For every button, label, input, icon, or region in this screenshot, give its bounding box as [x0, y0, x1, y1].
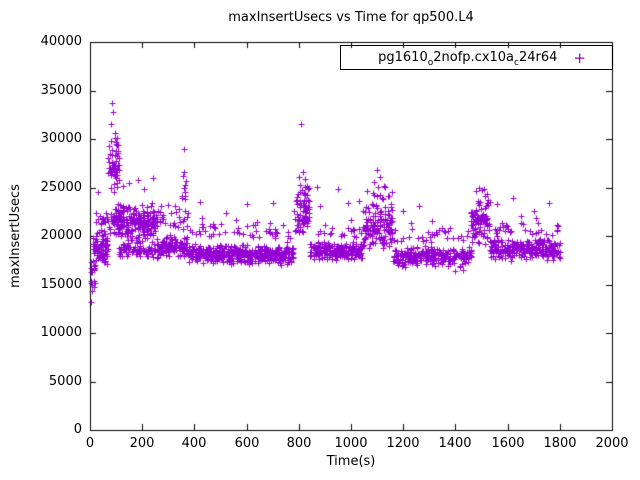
x-tick-label: 400 — [181, 436, 207, 451]
x-tick-label: 1800 — [543, 436, 577, 451]
x-tick-label: 1000 — [334, 436, 368, 451]
y-tick-label: 25000 — [40, 180, 82, 195]
y-tick-label: 35000 — [40, 83, 82, 98]
x-tick-label: 0 — [85, 436, 95, 451]
x-tick-label: 1200 — [386, 436, 420, 451]
y-tick-label: 5000 — [48, 374, 82, 389]
y-tick-label: 20000 — [40, 228, 82, 243]
y-tick-label: 0 — [73, 422, 82, 437]
legend-label-part: 24r64 — [518, 50, 558, 65]
x-tick-label: 2000 — [595, 436, 629, 451]
y-tick-label: 40000 — [40, 34, 82, 49]
x-tick-label: 800 — [286, 436, 312, 451]
y-tick-label: 30000 — [40, 131, 82, 146]
x-tick-label: 1600 — [491, 436, 525, 451]
x-axis-title: Time(s) — [326, 454, 376, 469]
legend-label-subscript: o — [427, 58, 434, 68]
x-tick-label: 600 — [234, 436, 260, 451]
legend-label-part: pg1610 — [378, 50, 428, 65]
legend: pg1610o2nofp.cx10ac24r64 + — [340, 45, 613, 70]
chart-title: maxInsertUsecs vs Time for qp500.L4 — [228, 10, 474, 25]
legend-label-part: 2nofp.cx10a — [433, 50, 515, 65]
legend-label-subscript: c — [514, 58, 519, 68]
x-tick-label: 1400 — [438, 436, 472, 451]
legend-plus-marker: + — [573, 48, 586, 67]
legend-series-label: pg1610o2nofp.cx10ac24r64 — [378, 50, 558, 68]
y-tick-label: 15000 — [40, 277, 82, 292]
x-tick-label: 200 — [129, 436, 155, 451]
y-tick-label: 10000 — [40, 325, 82, 340]
y-axis-title: maxInsertUsecs — [8, 184, 23, 288]
